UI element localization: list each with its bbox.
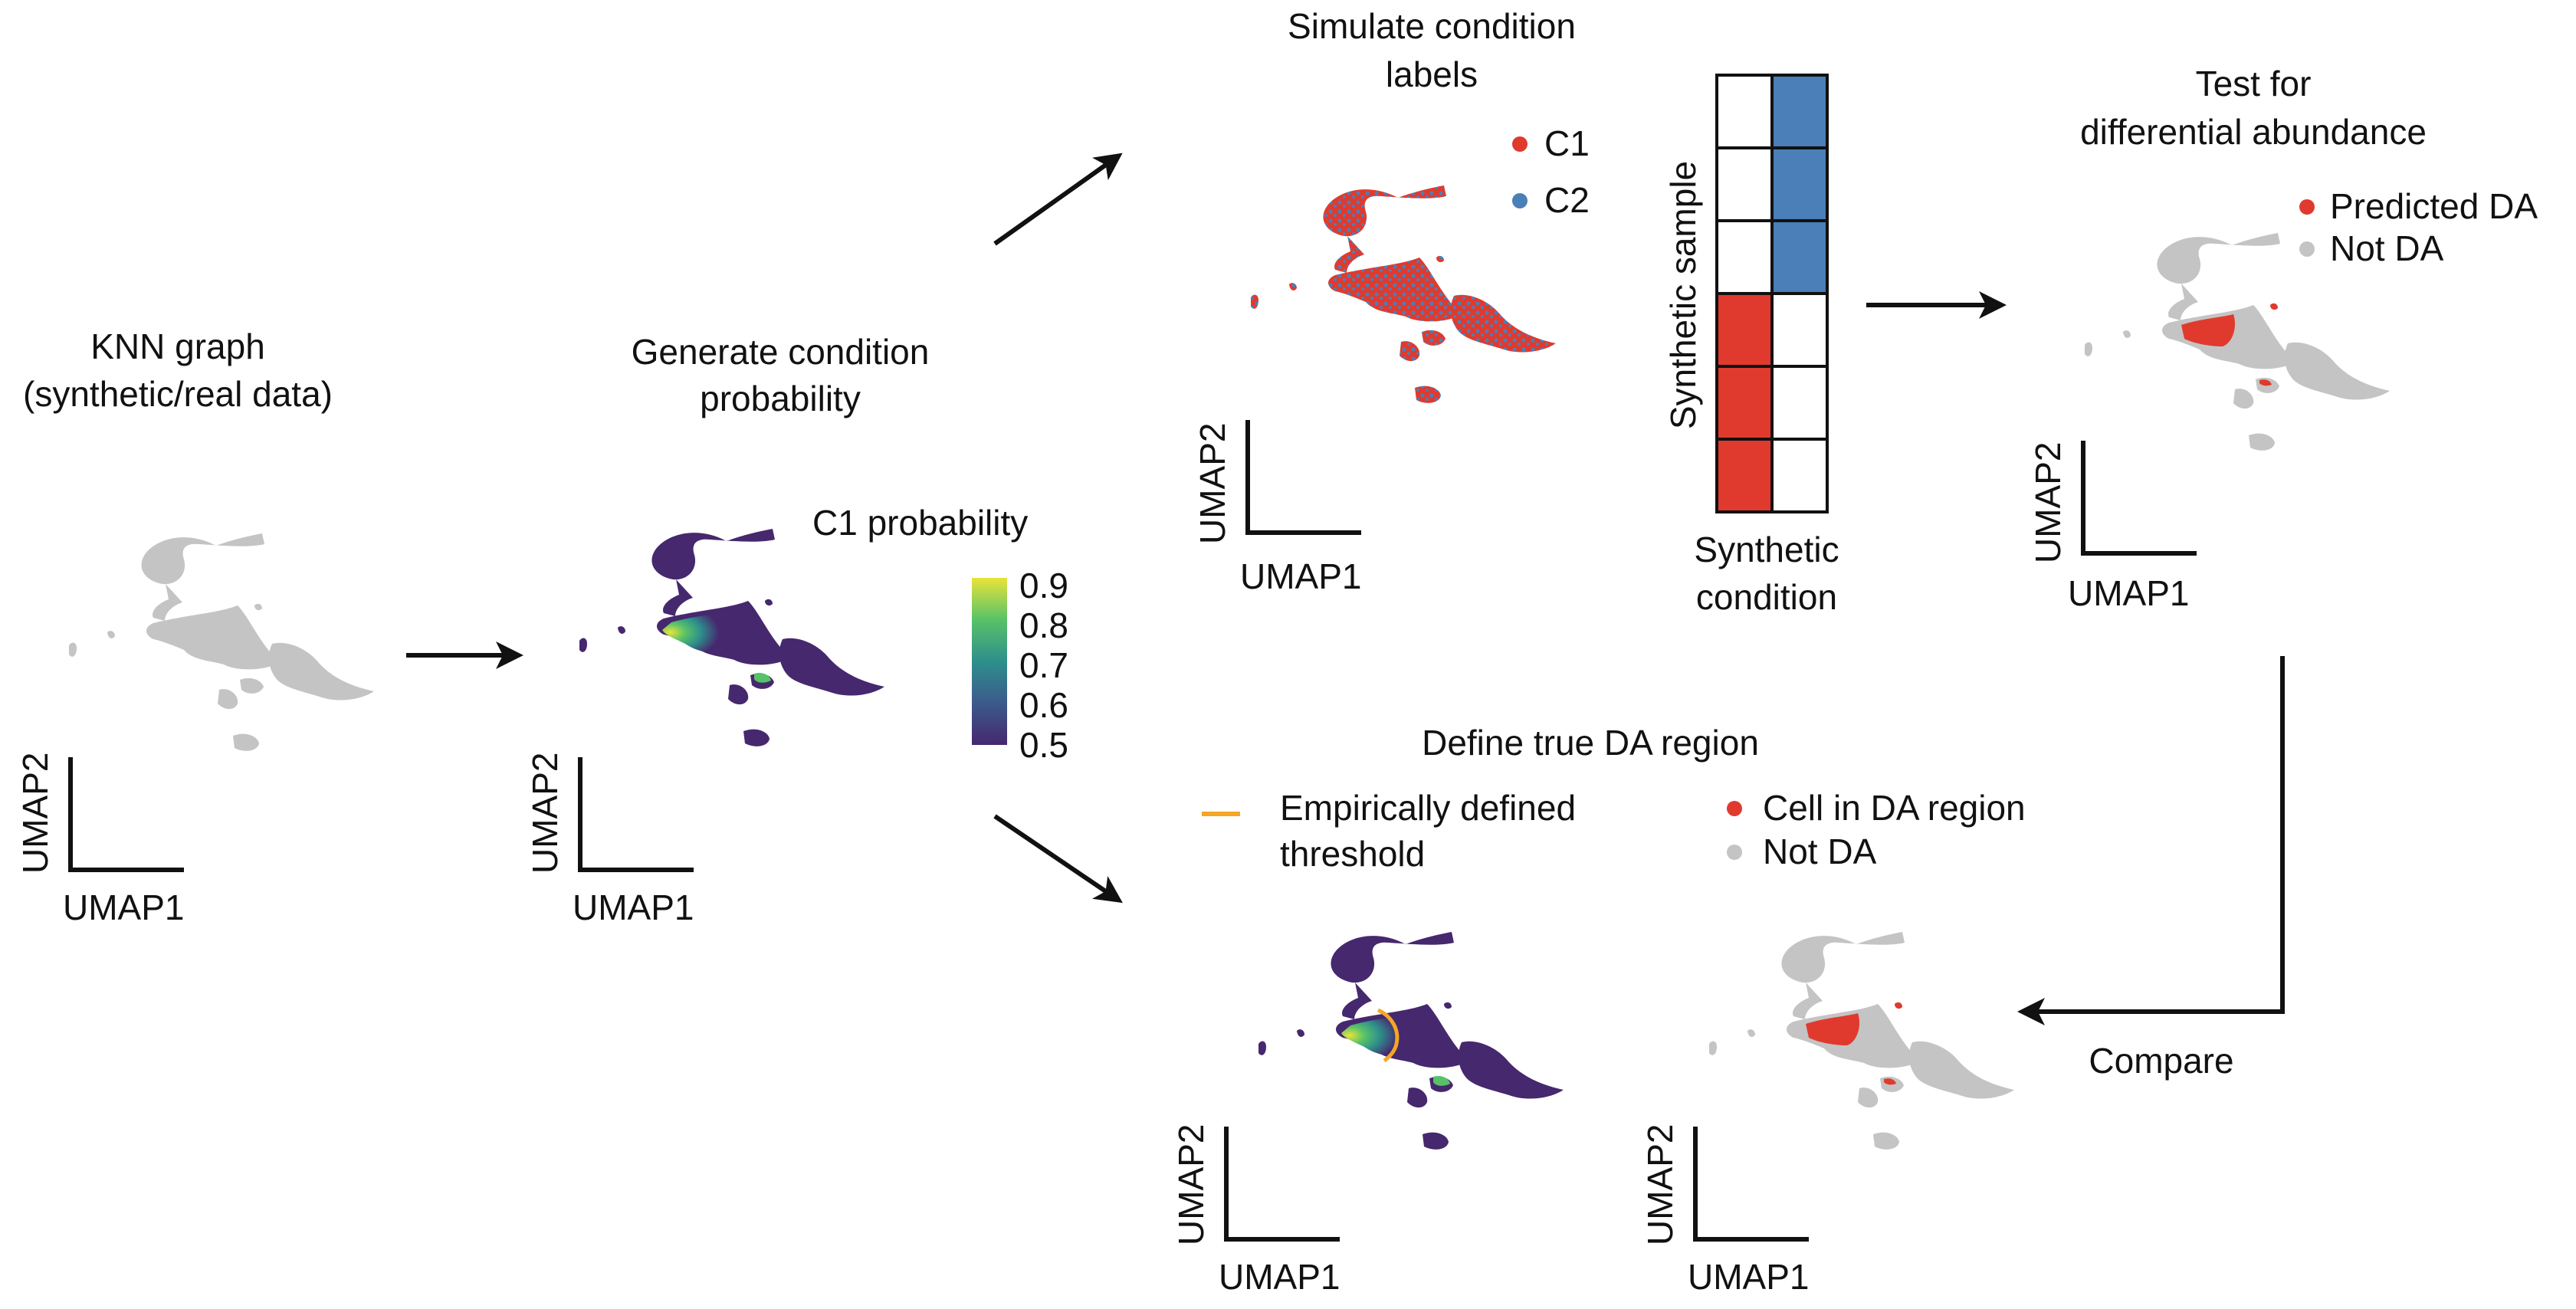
probability-umap-embedding	[579, 529, 884, 746]
colorbar-tick: 0.6	[1019, 685, 1068, 725]
test-yaxis-label: UMAP2	[2028, 442, 2068, 563]
true-da-region-embedding	[1709, 932, 2014, 1150]
true-da-probability-embedding	[1258, 932, 1564, 1150]
matrix-cell	[1770, 438, 1829, 513]
matrix-cell	[1715, 74, 1774, 149]
test-legend: Predicted DA Not DA	[2299, 186, 2538, 268]
matrix-xaxis-label-line2: condition	[1696, 577, 1837, 617]
simulate-subtitle: labels	[1386, 54, 1478, 94]
simulate-axes: UMAP1 UMAP2	[1193, 420, 1361, 596]
matrix-cell	[1770, 219, 1829, 295]
matrix-cell	[1715, 365, 1774, 441]
panel-simulate-labels: Simulate condition labels C1 C2 UMAP1 UM…	[1193, 6, 1590, 596]
test-axes: UMAP1 UMAP2	[2028, 441, 2197, 613]
colorbar-tick: 0.9	[1019, 566, 1068, 605]
panel-true-da: Define true DA region Empirically define…	[1171, 723, 2026, 1297]
threshold-legend: Empirically defined threshold	[1202, 788, 1576, 874]
test-umap-embedding	[2085, 233, 2390, 451]
probability-subtitle: probability	[700, 379, 861, 418]
probability-colorbar: C1 probability 0.9 0.8 0.7 0.6 0.5	[812, 503, 1068, 765]
colorbar-tick: 0.7	[1019, 645, 1068, 685]
legend-marker-cell-in-da	[1727, 801, 1742, 816]
legend-marker-not-da	[1727, 845, 1742, 860]
legend-label-not-da: Not DA	[2330, 228, 2444, 268]
knn-title: KNN graph	[90, 326, 265, 366]
colorbar-title: C1 probability	[812, 503, 1028, 543]
matrix-yaxis-label: Synthetic sample	[1663, 161, 1703, 429]
probability-title: Generate condition	[632, 332, 930, 372]
knn-umap-embedding	[69, 533, 374, 751]
matrix-cell	[1715, 219, 1774, 295]
matrix-xaxis-label: Synthetic	[1694, 530, 1839, 569]
true-da-probability-axes: UMAP1 UMAP2	[1171, 1124, 1340, 1297]
threshold-label-line2: threshold	[1280, 834, 1425, 874]
simulate-yaxis-label: UMAP2	[1193, 423, 1232, 544]
true-da-region-xaxis-label: UMAP1	[1688, 1257, 1809, 1297]
knn-yaxis-label: UMAP2	[15, 753, 55, 874]
true-da-legend: Cell in DA region Not DA	[1727, 788, 2026, 871]
compare-label: Compare	[2089, 1041, 2233, 1081]
matrix-cell	[1715, 292, 1774, 368]
matrix-cell	[1770, 365, 1829, 441]
arrow-probability-to-simulate	[993, 153, 1123, 246]
matrix-cell	[1715, 146, 1774, 222]
probability-xaxis-label: UMAP1	[573, 887, 694, 927]
arrow-test-to-compare	[2017, 656, 2285, 1025]
simulate-title: Simulate condition	[1288, 6, 1576, 46]
simulate-legend: C1 C2	[1512, 123, 1590, 220]
test-title: Test for	[2196, 64, 2312, 103]
panel-knn-graph: KNN graph (synthetic/real data) UMAP1 UM…	[15, 326, 374, 927]
knn-axes: UMAP1 UMAP2	[15, 753, 184, 927]
simulate-xaxis-label: UMAP1	[1240, 556, 1361, 596]
matrix-cell	[1715, 438, 1774, 513]
legend-label-predicted-da: Predicted DA	[2330, 186, 2538, 226]
true-da-region-yaxis-label: UMAP2	[1640, 1124, 1680, 1245]
probability-axes: UMAP1 UMAP2	[525, 753, 694, 927]
arrow-probability-to-true-da	[993, 814, 1123, 904]
threshold-label: Empirically defined	[1280, 788, 1576, 828]
probability-yaxis-label: UMAP2	[525, 753, 565, 874]
colorbar-tick: 0.5	[1019, 725, 1068, 765]
threshold-contour	[1377, 1008, 1400, 1063]
matrix-cell	[1770, 74, 1829, 149]
legend-marker-predicted-da	[2299, 199, 2315, 215]
true-da-title: Define true DA region	[1422, 723, 1759, 763]
true-da-probability-xaxis-label: UMAP1	[1219, 1257, 1340, 1297]
matrix-cell	[1770, 292, 1829, 368]
true-da-probability-yaxis-label: UMAP2	[1171, 1124, 1211, 1245]
panel-condition-probability: Generate condition probability UMAP1 UMA…	[525, 332, 1068, 927]
legend-label-c1: C1	[1544, 123, 1590, 163]
legend-marker-c2	[1512, 193, 1528, 208]
panel-test-da: Test for differential abundance Predicte…	[2028, 64, 2538, 613]
test-xaxis-label: UMAP1	[2068, 573, 2189, 613]
legend-label-c2: C2	[1544, 180, 1590, 220]
test-subtitle: differential abundance	[2080, 112, 2427, 152]
legend-label-cell-in-da: Cell in DA region	[1763, 788, 2026, 828]
legend-marker-c1	[1512, 136, 1528, 152]
knn-xaxis-label: UMAP1	[63, 887, 184, 927]
legend-marker-not-da	[2299, 241, 2315, 257]
matrix-cell	[1770, 146, 1829, 222]
colorbar-tick: 0.8	[1019, 605, 1068, 645]
simulate-umap-embedding	[1251, 185, 1556, 403]
colorbar-gradient	[972, 578, 1007, 745]
matrix-grid	[1715, 74, 1829, 513]
design-matrix: Synthetic sample Synthetic condition	[1663, 74, 1839, 617]
true-da-region-axes: UMAP1 UMAP2	[1640, 1124, 1809, 1297]
legend-label-not-da: Not DA	[1763, 832, 1877, 871]
knn-subtitle: (synthetic/real data)	[23, 374, 333, 414]
